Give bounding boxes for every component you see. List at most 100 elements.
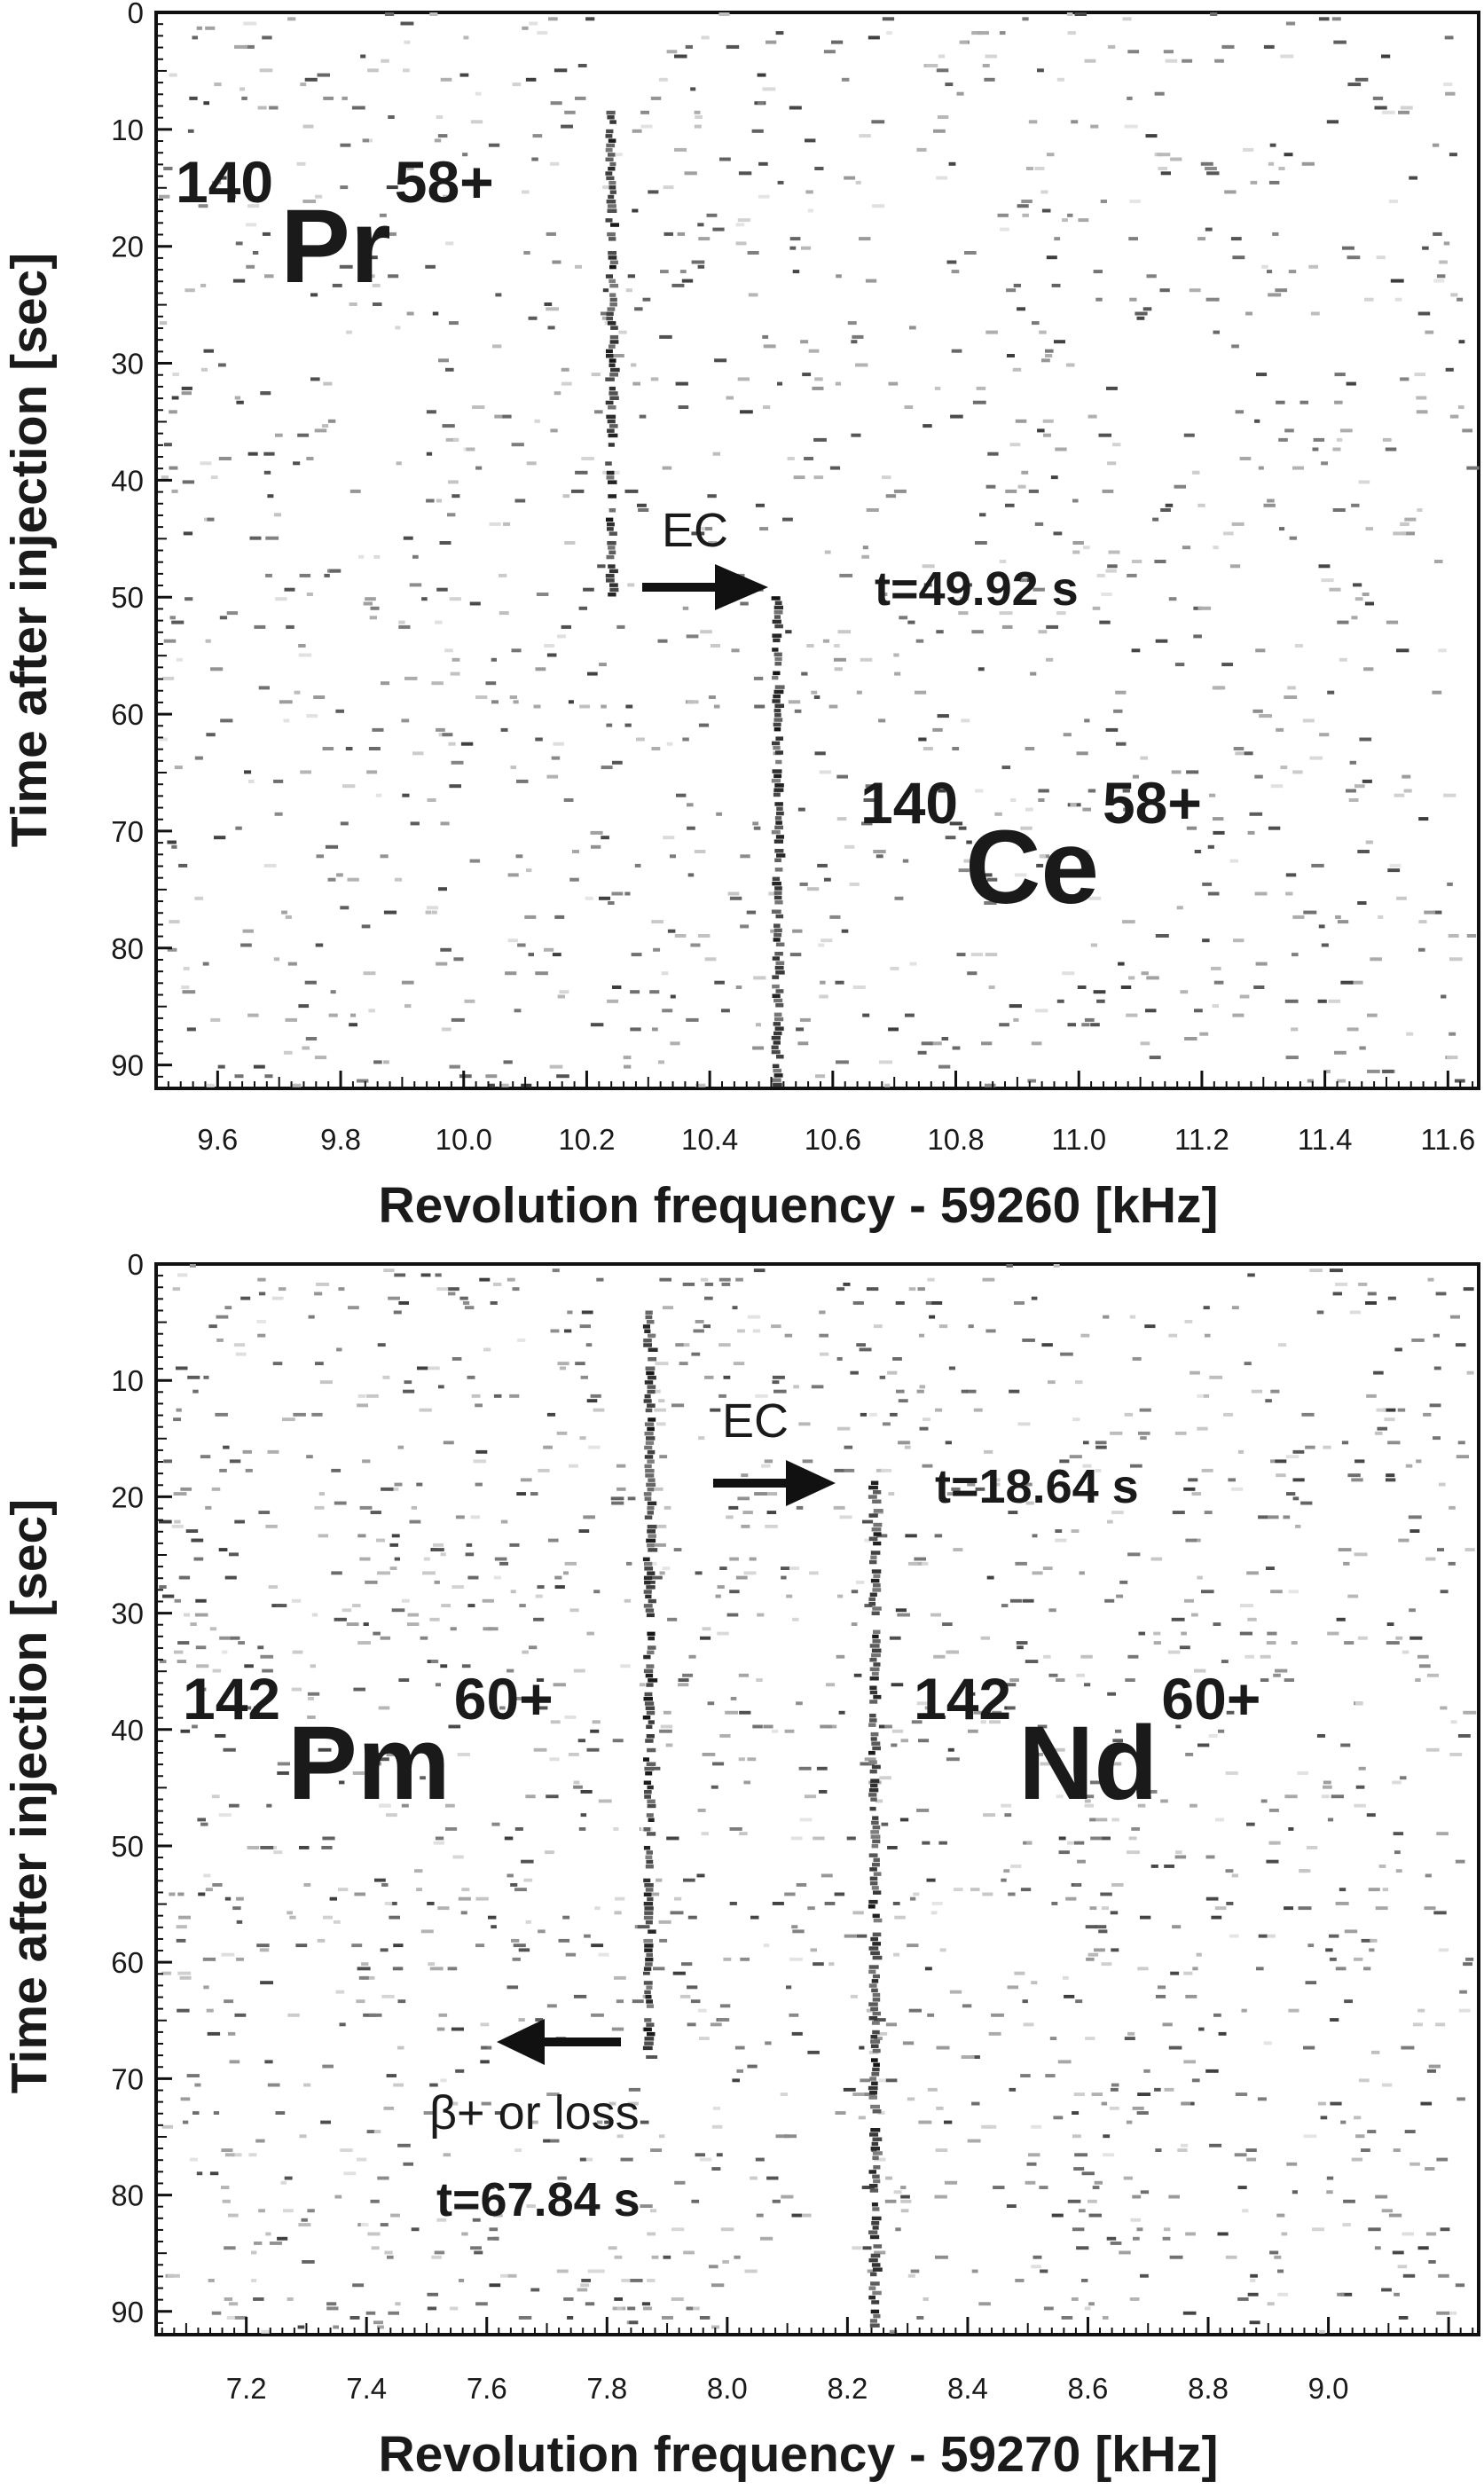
noise-pixel xyxy=(1384,1417,1395,1422)
noise-pixel xyxy=(683,1878,695,1882)
noise-pixel xyxy=(489,522,501,526)
noise-pixel xyxy=(805,138,816,143)
noise-pixel xyxy=(860,1412,867,1417)
noise-pixel xyxy=(420,1929,434,1934)
trace-pixel xyxy=(648,1598,656,1604)
noise-pixel xyxy=(426,906,438,910)
noise-pixel xyxy=(287,1911,293,1915)
trace-pixel xyxy=(868,1983,877,1988)
noise-pixel xyxy=(650,377,659,381)
ion-mass-pm: 142 xyxy=(183,1666,280,1731)
noise-pixel xyxy=(522,26,529,30)
noise-pixel xyxy=(653,947,661,952)
noise-pixel xyxy=(1402,1650,1409,1654)
y-tick-label: 10 xyxy=(111,114,144,146)
noise-pixel xyxy=(1208,1734,1218,1738)
noise-pixel xyxy=(181,985,190,989)
noise-pixel xyxy=(1043,1654,1051,1659)
noise-pixel xyxy=(381,1883,389,1887)
noise-pixel xyxy=(1247,2292,1259,2297)
noise-pixel xyxy=(1340,2292,1353,2297)
trace-pixel xyxy=(868,1602,876,1606)
noise-pixel xyxy=(1275,1459,1287,1464)
noise-pixel xyxy=(884,2199,897,2203)
noise-pixel xyxy=(1185,1994,1197,1998)
noise-pixel xyxy=(791,2213,803,2218)
noise-pixel xyxy=(608,2246,617,2250)
noise-pixel xyxy=(475,91,482,96)
noise-pixel xyxy=(284,2176,293,2180)
trace-pixel xyxy=(606,110,616,115)
noise-pixel xyxy=(834,1892,845,1896)
noise-pixel xyxy=(1457,1734,1471,1738)
noise-pixel xyxy=(425,264,436,269)
noise-pixel xyxy=(1129,297,1137,302)
noise-pixel xyxy=(435,1794,444,1799)
noise-pixel xyxy=(1402,2273,1416,2278)
trace-pixel xyxy=(871,1988,878,1993)
trace-pixel xyxy=(868,1597,875,1602)
noise-pixel xyxy=(1174,1855,1187,1859)
noise-pixel xyxy=(792,929,803,933)
trace-pixel xyxy=(869,1658,877,1662)
noise-pixel xyxy=(1213,2013,1221,2017)
noise-pixel xyxy=(192,35,198,40)
noise-pixel xyxy=(902,2041,915,2045)
noise-pixel xyxy=(851,1590,859,1594)
noise-pixel xyxy=(436,587,448,592)
noise-pixel xyxy=(265,1524,278,1528)
noise-pixel xyxy=(909,962,917,966)
noise-pixel xyxy=(1326,2176,1334,2180)
noise-pixel xyxy=(514,1888,527,1892)
noise-pixel xyxy=(564,110,576,114)
noise-pixel xyxy=(979,873,993,877)
noise-pixel xyxy=(314,1292,323,1296)
noise-pixel xyxy=(697,1809,706,1812)
noise-pixel xyxy=(1332,447,1341,451)
noise-pixel xyxy=(610,1496,624,1501)
noise-pixel xyxy=(1318,924,1325,929)
noise-pixel xyxy=(435,1273,442,1277)
noise-pixel xyxy=(286,624,294,629)
noise-pixel xyxy=(1284,999,1299,1003)
noise-pixel xyxy=(1127,1850,1140,1855)
noise-pixel xyxy=(1087,414,1097,419)
trace-pixel xyxy=(643,1399,652,1403)
noise-pixel xyxy=(400,21,414,26)
trace-pixel xyxy=(868,2002,878,2006)
noise-pixel xyxy=(1295,1524,1301,1528)
noise-pixel xyxy=(671,2227,685,2232)
trace-pixel xyxy=(648,1548,658,1552)
noise-pixel xyxy=(257,1645,264,1650)
noise-pixel xyxy=(308,1315,315,1319)
trace-pixel xyxy=(646,1320,655,1324)
noise-pixel xyxy=(1128,976,1135,980)
trace-pixel xyxy=(775,942,785,946)
noise-pixel xyxy=(777,180,784,185)
noise-pixel xyxy=(819,770,832,774)
noise-pixel xyxy=(217,1064,225,1069)
noise-pixel xyxy=(1335,1283,1348,1286)
y-tick-label: 10 xyxy=(111,1364,144,1397)
noise-pixel xyxy=(1329,587,1341,592)
noise-pixel xyxy=(869,1412,877,1417)
noise-pixel xyxy=(892,1902,900,1905)
noise-pixel xyxy=(973,1710,986,1715)
noise-pixel xyxy=(1388,2213,1402,2218)
trace-pixel xyxy=(644,1790,652,1794)
noise-pixel xyxy=(1423,1412,1432,1417)
noise-pixel xyxy=(1386,1641,1400,1645)
noise-pixel xyxy=(908,1287,916,1292)
noise-pixel xyxy=(1140,756,1149,760)
noise-pixel xyxy=(1367,2130,1377,2133)
noise-pixel xyxy=(1070,803,1077,807)
noise-pixel xyxy=(325,844,339,849)
noise-pixel xyxy=(340,2148,353,2152)
noise-pixel xyxy=(1103,2134,1111,2139)
noise-pixel xyxy=(811,1385,824,1389)
noise-pixel xyxy=(550,101,562,106)
noise-pixel xyxy=(417,1366,428,1370)
trace-pixel xyxy=(868,2257,878,2263)
trace-pixel xyxy=(775,970,785,975)
noise-pixel xyxy=(721,1009,730,1013)
